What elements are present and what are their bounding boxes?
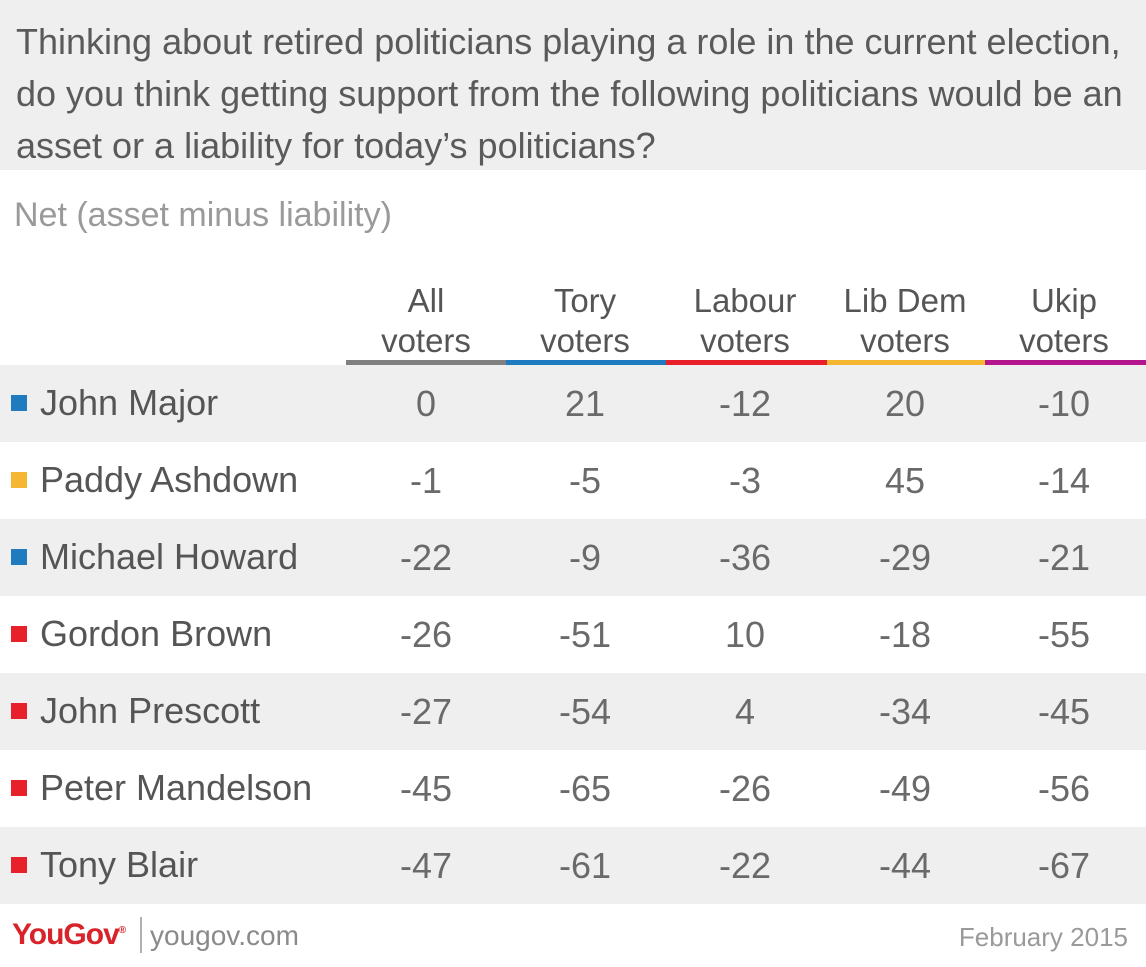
logo-text: YouGov — [12, 918, 120, 951]
net-value-cell: -26 — [718, 768, 772, 809]
table-row: Paddy Ashdown -1 -5 -3 45 -14 — [0, 442, 1146, 519]
net-value-cell: -34 — [878, 691, 932, 732]
column-header: Labour voters — [665, 281, 825, 361]
table-row: Peter Mandelson -45 -65 -26 -49 -56 — [0, 750, 1146, 827]
net-value-cell: -18 — [878, 614, 932, 655]
net-value-cell: -22 — [399, 537, 453, 578]
net-value-cell: 0 — [415, 383, 437, 424]
table-row: Michael Howard -22 -9 -36 -29 -21 — [0, 519, 1146, 596]
net-value-cell: -45 — [1037, 691, 1091, 732]
net-value-cell: 10 — [724, 614, 766, 655]
column-underline — [985, 360, 1146, 366]
net-value-cell: -29 — [878, 537, 932, 578]
column-header-line2: voters — [860, 322, 950, 359]
net-value-cell: -54 — [558, 691, 612, 732]
net-value-cell: -21 — [1037, 537, 1091, 578]
politician-name: Tony Blair — [40, 844, 199, 885]
net-value-cell: -67 — [1037, 845, 1091, 886]
column-header: Lib Dem voters — [825, 281, 985, 361]
column-underline — [827, 360, 985, 366]
politician-name: Michael Howard — [40, 536, 299, 577]
net-value-cell: -51 — [558, 614, 612, 655]
net-value-cell: -55 — [1037, 614, 1091, 655]
net-value-cell: -10 — [1037, 383, 1091, 424]
column-header: Tory voters — [505, 281, 665, 361]
net-value-cell: -26 — [399, 614, 453, 655]
party-color-marker — [11, 780, 27, 796]
net-value-cell: -12 — [718, 383, 772, 424]
column-header-line1: Ukip — [1030, 282, 1098, 319]
chart-subtitle: Net (asset minus liability) — [14, 196, 392, 234]
politician-name: Paddy Ashdown — [40, 459, 299, 500]
net-value-cell: 4 — [734, 691, 756, 732]
column-header-line1: All — [407, 282, 445, 319]
net-value-cell: -49 — [878, 768, 932, 809]
party-color-marker — [11, 549, 27, 565]
net-value-cell: -5 — [568, 460, 601, 501]
net-value-cell: -3 — [728, 460, 761, 501]
column-header-line1: Tory — [553, 282, 617, 319]
table-row: John Major 0 21 -12 20 -10 — [0, 365, 1146, 442]
logo-registered-mark: ® — [118, 925, 126, 936]
politician-name: Peter Mandelson — [40, 767, 313, 808]
net-value-cell: 21 — [564, 383, 606, 424]
net-value-cell: 45 — [884, 460, 926, 501]
party-color-marker — [11, 472, 27, 488]
party-color-marker — [11, 626, 27, 642]
net-value-cell: -36 — [718, 537, 772, 578]
politician-name: John Major — [40, 382, 219, 423]
net-value-cell: -47 — [399, 845, 453, 886]
net-value-cell: 20 — [884, 383, 926, 424]
column-header-line1: Lib Dem — [843, 282, 967, 319]
net-value-cell: -14 — [1037, 460, 1091, 501]
politician-name: Gordon Brown — [40, 613, 273, 654]
table-row: Gordon Brown -26 -51 10 -18 -55 — [0, 596, 1146, 673]
column-underline — [506, 360, 666, 366]
column-underline — [666, 360, 827, 366]
column-header-line2: voters — [381, 322, 471, 359]
header: Thinking about retired politicians playi… — [0, 0, 1146, 170]
net-value-cell: -61 — [558, 845, 612, 886]
column-header: Ukip voters — [984, 281, 1144, 361]
footer-date: February 2015 — [958, 922, 1128, 952]
party-color-marker — [11, 703, 27, 719]
footer-url[interactable]: yougov.com — [150, 920, 299, 951]
column-header-line2: voters — [1019, 322, 1109, 359]
column-header-line2: voters — [540, 322, 630, 359]
net-value-cell: -9 — [568, 537, 601, 578]
net-value-cell: -1 — [409, 460, 442, 501]
party-color-marker — [11, 395, 27, 411]
party-color-marker — [11, 857, 27, 873]
table-row: Tony Blair -47 -61 -22 -44 -67 — [0, 827, 1146, 904]
net-value-cell: -27 — [399, 691, 453, 732]
net-value-cell: -44 — [878, 845, 932, 886]
column-header-line2: voters — [700, 322, 790, 359]
net-value-cell: -22 — [718, 845, 772, 886]
net-value-cell: -56 — [1037, 768, 1091, 809]
footer-divider — [140, 917, 142, 953]
table-row: John Prescott -27 -54 4 -34 -45 — [0, 673, 1146, 750]
chart-title: Thinking about retired politicians playi… — [16, 21, 1123, 166]
column-header: All voters — [346, 281, 506, 361]
net-value-cell: -65 — [558, 768, 612, 809]
politician-name: John Prescott — [40, 690, 261, 731]
yougov-logo: YouGov® — [12, 918, 126, 952]
column-underline — [346, 360, 506, 366]
net-value-cell: -45 — [399, 768, 453, 809]
column-header-line1: Labour — [693, 282, 797, 319]
